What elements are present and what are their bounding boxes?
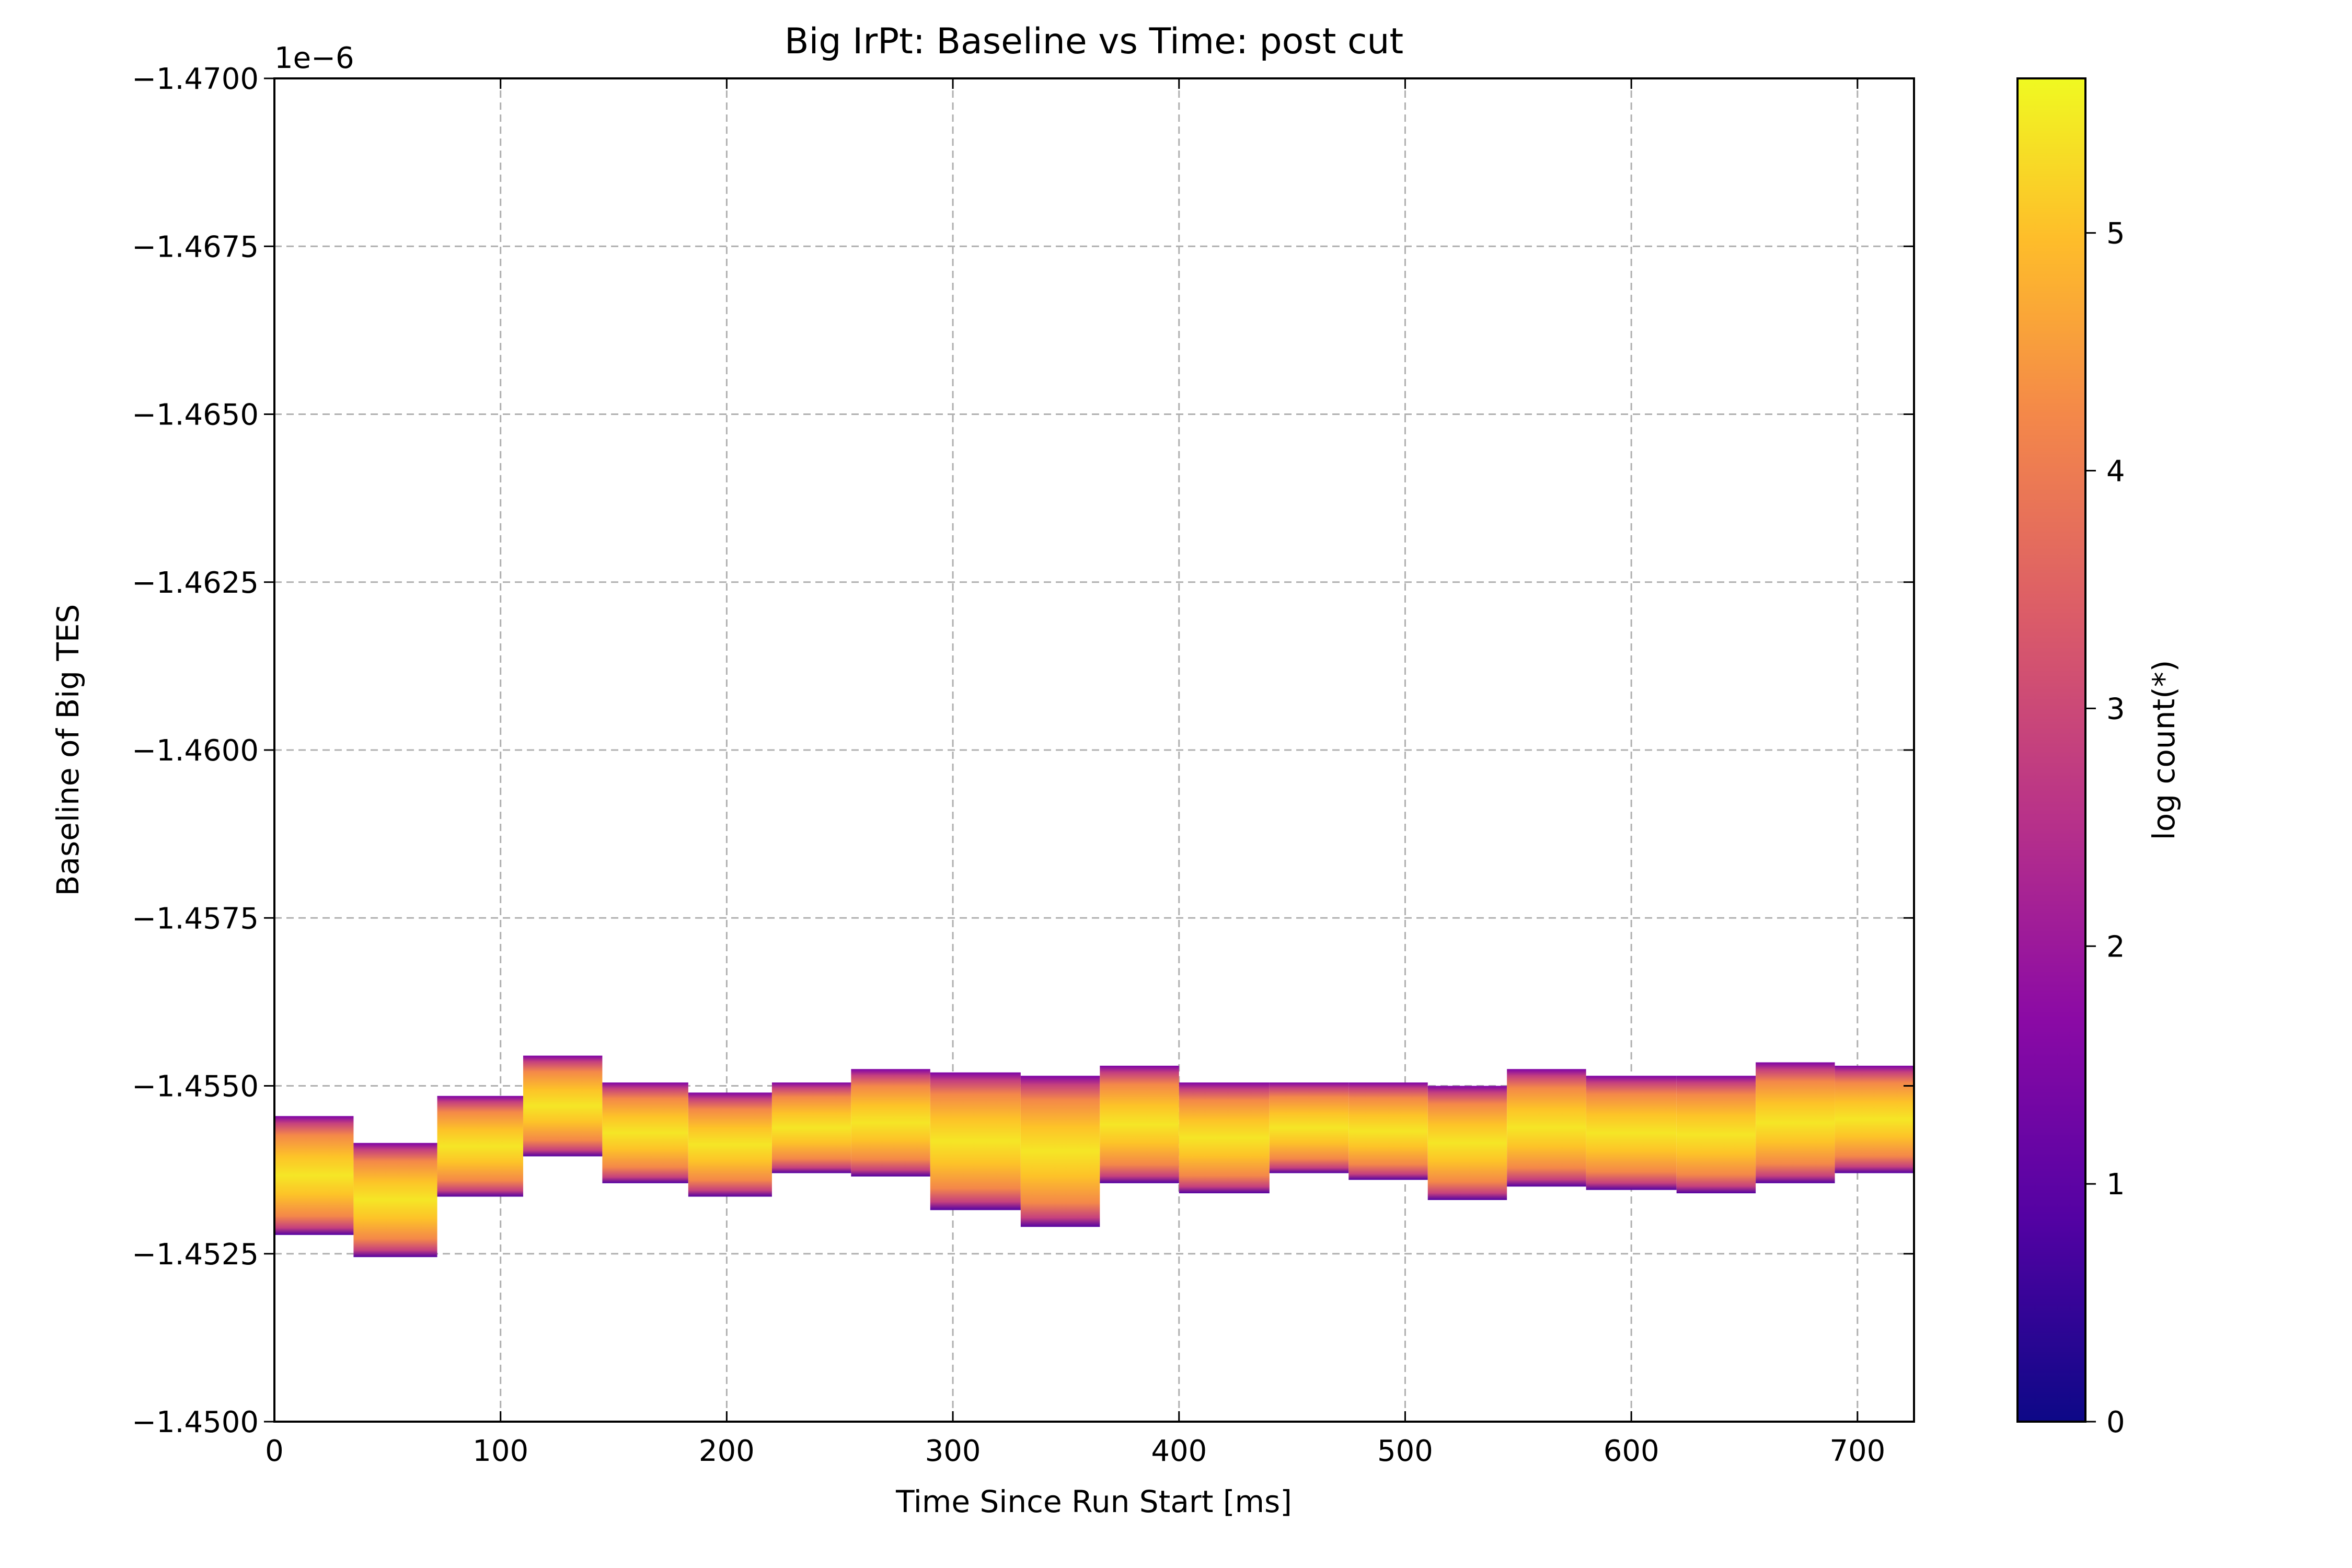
heatmap-segment	[353, 1143, 437, 1258]
colorbar	[2016, 77, 2086, 1423]
colorbar-label: log count(*)	[2146, 660, 2182, 840]
heatmap-segment	[688, 1092, 772, 1197]
x-tick-label: 0	[265, 1434, 284, 1468]
colorbar-tick-label: 2	[2106, 930, 2125, 964]
y-axis-label: Baseline of Big TES	[50, 604, 86, 896]
x-tick-label: 400	[1151, 1434, 1207, 1468]
heatmap-segment	[851, 1069, 930, 1177]
heatmap-segment	[1676, 1076, 1756, 1194]
heatmap-segment	[1100, 1065, 1179, 1183]
x-tick-label: 600	[1604, 1434, 1659, 1468]
y-tick-label: −1.4500	[132, 1405, 259, 1439]
heatmap-segment	[1427, 1086, 1507, 1200]
heatmap-segment	[437, 1096, 523, 1197]
colorbar-tick-label: 1	[2106, 1168, 2125, 1202]
y-tick-label: −1.4550	[132, 1070, 259, 1104]
heatmap-segment	[1586, 1076, 1677, 1190]
colorbar-tick-label: 0	[2106, 1405, 2125, 1439]
chart-title: Big IrPt: Baseline vs Time: post cut	[785, 21, 1403, 62]
heatmap-segment	[1507, 1069, 1586, 1187]
y-tick-label: −1.4525	[132, 1238, 259, 1272]
heatmap-segment	[1835, 1065, 1914, 1173]
x-tick-label: 200	[699, 1434, 755, 1468]
heatmap-segment	[274, 1116, 354, 1235]
x-axis-label: Time Since Run Start [ms]	[895, 1484, 1292, 1519]
x-tick-label: 100	[472, 1434, 528, 1468]
y-tick-label: −1.4625	[132, 566, 259, 600]
y-tick-label: −1.4600	[132, 734, 259, 768]
heatmap-segment	[930, 1072, 1021, 1210]
heatmap-segment	[1179, 1082, 1270, 1194]
y-tick-label: −1.4650	[132, 398, 259, 432]
y-tick-label: −1.4675	[132, 230, 259, 264]
x-tick-label: 300	[925, 1434, 981, 1468]
colorbar-tick-label: 4	[2106, 455, 2125, 489]
y-tick-label: −1.4700	[132, 62, 259, 96]
heatmap-segment	[1756, 1062, 1835, 1183]
x-tick-label: 700	[1829, 1434, 1885, 1468]
heatmap-segment	[771, 1082, 851, 1173]
colorbar-ticks: 0 1 2 3 4 5	[2085, 217, 2125, 1439]
heatmap-segment	[1269, 1082, 1349, 1173]
heatmap-band	[274, 1055, 1914, 1258]
heatmap-segment	[523, 1055, 603, 1157]
colorbar-tick-label: 5	[2106, 217, 2125, 251]
y-offset-label: 1e−6	[274, 41, 354, 75]
x-tick-label: 500	[1377, 1434, 1433, 1468]
y-tick-label: −1.4575	[132, 902, 259, 936]
heatmap-segment	[602, 1082, 688, 1183]
heatmap-segment	[1020, 1076, 1100, 1227]
axis-ticks: 0 100 200 300 400 500 600 700 −1.4700 −1.4675 −1.4…	[132, 62, 1914, 1468]
colorbar-tick-label: 3	[2106, 692, 2125, 726]
heatmap-segment	[1348, 1082, 1428, 1180]
